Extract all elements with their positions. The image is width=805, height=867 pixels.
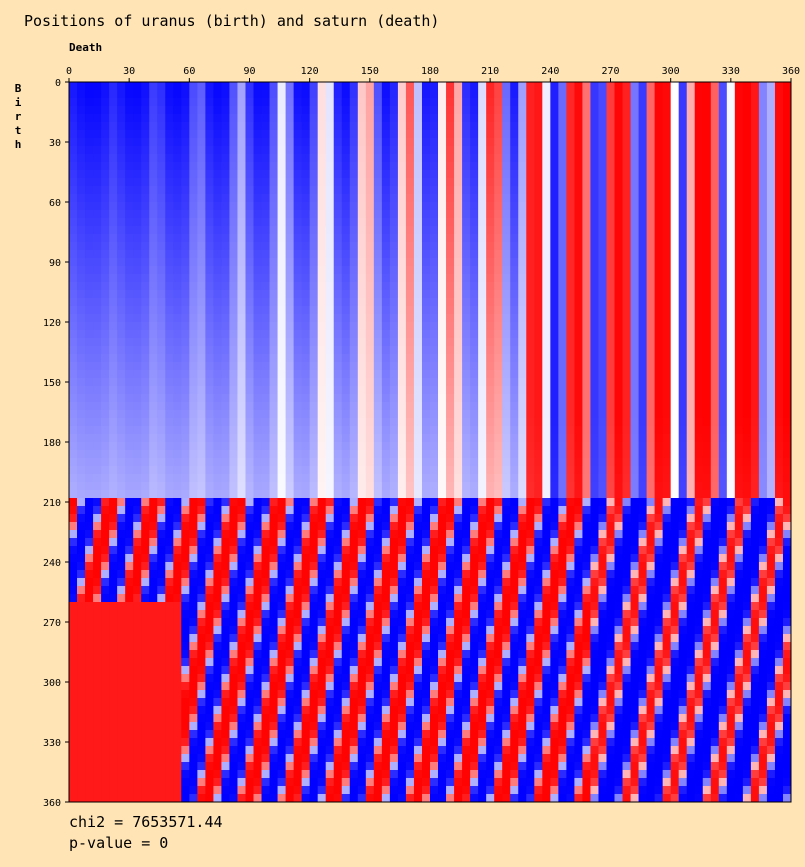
y-tick-30: 30	[49, 138, 69, 149]
x-tick-90: 90	[243, 66, 256, 82]
y-tick-label: 180	[43, 438, 61, 449]
x-tick-180: 180	[421, 66, 439, 82]
y-tick-270: 270	[43, 618, 69, 629]
y-tick-0: 0	[55, 78, 69, 89]
y-tick-label: 60	[49, 198, 61, 209]
p-value-stat: p-value = 0	[69, 834, 169, 852]
x-tick-60: 60	[183, 66, 195, 82]
y-tick-label: 0	[55, 78, 61, 89]
x-axis-label: Death	[69, 41, 103, 54]
y-tick-label: 30	[49, 138, 61, 149]
x-tick-label: 0	[66, 66, 72, 77]
y-tick-210: 210	[43, 498, 69, 509]
y-tick-label: 360	[43, 798, 61, 809]
heatmap-cells	[69, 82, 792, 803]
chi2-stat: chi2 = 7653571.44	[69, 813, 223, 831]
chart-title: Positions of uranus (birth) and saturn (…	[24, 12, 440, 30]
x-tick-label: 330	[722, 66, 740, 77]
x-tick-label: 60	[183, 66, 195, 77]
x-tick-210: 210	[481, 66, 499, 82]
x-ticks: 0 30 60 90 120 150 180 210 240 270 300 330 360	[66, 66, 800, 82]
x-tick-0: 0	[66, 66, 72, 82]
x-tick-label: 300	[662, 66, 680, 77]
x-tick-120: 120	[301, 66, 319, 82]
x-tick-label: 120	[301, 66, 319, 77]
y-tick-label: 120	[43, 318, 61, 329]
y-tick-60: 60	[49, 198, 69, 209]
x-tick-label: 90	[243, 66, 255, 77]
y-ticks: 0 30 60 90 120 150 180 210 240 270 300 330 360	[43, 78, 69, 809]
y-tick-330: 330	[43, 738, 69, 749]
y-tick-90: 90	[49, 258, 69, 269]
y-tick-360: 360	[43, 798, 69, 809]
y-tick-label: 150	[43, 378, 61, 389]
y-tick-240: 240	[43, 558, 69, 569]
y-tick-label: 240	[43, 558, 61, 569]
x-tick-30: 30	[123, 66, 135, 82]
x-tick-label: 360	[782, 66, 800, 77]
x-tick-240: 240	[541, 66, 559, 82]
x-tick-270: 270	[601, 66, 620, 82]
x-tick-label: 270	[601, 66, 619, 77]
x-tick-label: 30	[123, 66, 135, 77]
y-tick-180: 180	[43, 438, 69, 449]
y-tick-150: 150	[43, 378, 69, 389]
x-tick-300: 300	[662, 66, 680, 82]
y-tick-label: 210	[43, 498, 61, 509]
x-tick-label: 240	[541, 66, 559, 77]
x-tick-150: 150	[361, 66, 379, 82]
y-tick-300: 300	[43, 678, 69, 689]
x-tick-330: 330	[722, 66, 740, 82]
x-tick-label: 150	[361, 66, 379, 77]
x-tick-label: 210	[481, 66, 499, 77]
y-tick-label: 90	[49, 258, 61, 269]
x-tick-label: 180	[421, 66, 439, 77]
y-axis-label: Birth	[14, 82, 22, 151]
y-tick-label: 300	[43, 678, 61, 689]
y-tick-120: 120	[43, 318, 69, 329]
y-tick-label: 330	[43, 738, 61, 749]
y-tick-label: 270	[43, 618, 61, 629]
x-tick-360: 360	[782, 66, 800, 82]
